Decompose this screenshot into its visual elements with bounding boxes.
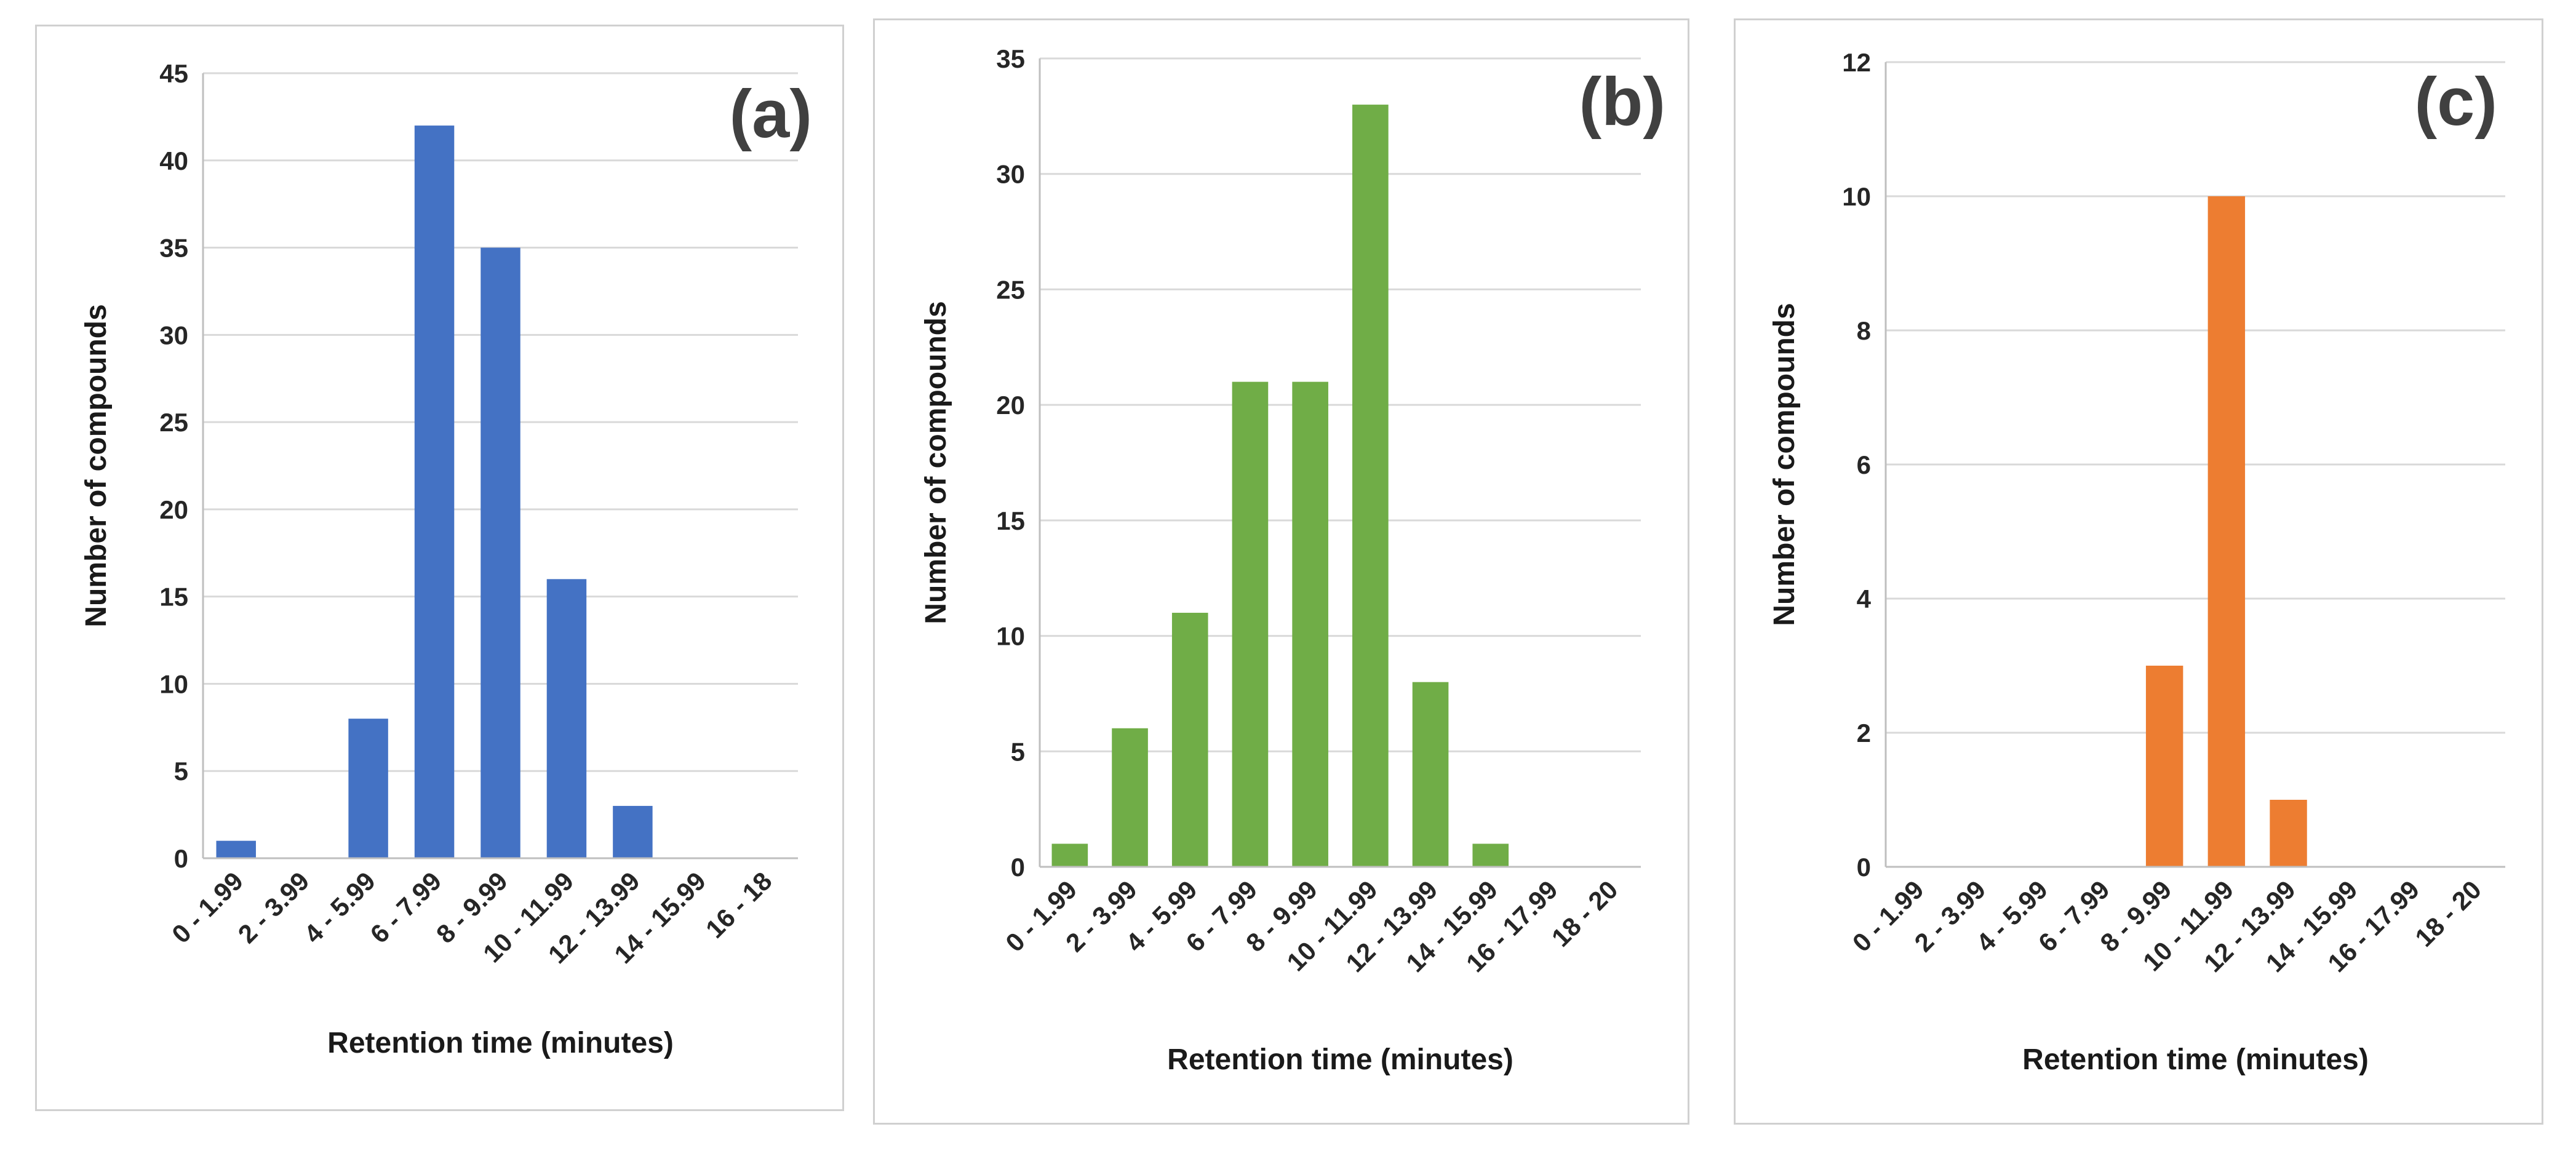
bar-c-4 [2145,666,2183,867]
bar-b-1 [1112,728,1148,867]
panel-label-a: (a) [730,76,812,152]
y-tick-label-c-6: 6 [1857,450,1871,479]
y-tick-label-a-0: 0 [174,844,188,873]
x-axis-title-b: Retention time (minutes) [1167,1043,1513,1076]
bar-b-7 [1472,843,1509,867]
chart-svg-a: 0 5 10 15 20 25 30 35 40 45 0 - 1.992 - 3.994 - 5.… [80,59,812,1059]
y-tick-label-a-5: 5 [174,757,188,786]
y-tick-label-a-20: 20 [159,495,188,524]
bar-c-5 [2207,196,2246,867]
y-tick-label-b-5: 5 [1011,737,1025,766]
y-tick-label-a-10: 10 [159,669,188,698]
bar-b-2 [1171,613,1208,867]
bar-a-6 [613,805,653,858]
y-tick-label-b-30: 30 [996,160,1025,189]
bar-a-3 [414,126,455,859]
y-tick-label-b-20: 20 [996,391,1025,420]
panel-label-c: (c) [2415,64,2497,140]
bar-a-5 [546,579,587,858]
x-tick-label-b-9: 18 - 20 [1546,875,1624,952]
y-tick-label-c-10: 10 [1842,182,1871,211]
chart-panel-c: 0 2 4 6 8 10 12 0 - 1.99 2 - 3.99 4 - 5.99 6 - 7.9… [1734,18,2543,1125]
x-tick-label-a-3: 6 - 7.99 [364,866,447,949]
x-tick-label-a-2: 4 - 5.99 [298,866,381,949]
y-tick-label-c-8: 8 [1857,316,1871,345]
chart-panel-b: 0 5 10 15 20 25 30 35 0 - 1.99 2 - 3.99 4 - 5.99 6 … [873,18,1689,1125]
y-tick-label-c-0: 0 [1857,853,1871,882]
bar-a-4 [481,247,520,858]
y-tick-label-b-15: 15 [996,506,1025,535]
y-tick-label-b-0: 0 [1011,853,1025,882]
y-tick-label-a-45: 45 [159,59,188,88]
y-axis-title-c: Number of compounds [1768,303,1801,626]
y-axis-title-b: Number of compounds [920,301,952,624]
y-tick-label-a-30: 30 [159,321,188,349]
x-tick-label-a-1: 2 - 3.99 [233,866,315,949]
y-tick-label-a-35: 35 [159,234,188,263]
bar-b-5 [1352,105,1389,867]
x-tick-label-a-8: 16 - 18 [700,866,778,944]
x-tick-label-c-9: 18 - 20 [2409,875,2487,952]
x-tick-label-a-0: 0 - 1.99 [166,866,249,949]
bar-c-6 [2270,800,2307,867]
bar-a-2 [348,719,388,858]
y-tick-label-b-35: 35 [996,44,1025,73]
panel-label-b: (b) [1579,64,1665,140]
bar-b-3 [1232,381,1269,867]
y-tick-label-c-12: 12 [1842,48,1871,77]
y-tick-label-b-10: 10 [996,622,1025,651]
bar-b-0 [1051,843,1088,867]
y-tick-label-a-15: 15 [159,583,188,612]
y-tick-label-a-40: 40 [159,146,188,175]
bar-b-6 [1412,682,1449,867]
y-axis-title-a: Number of compounds [80,304,113,627]
x-axis-title-a: Retention time (minutes) [327,1027,674,1059]
chart-panel-a: 0 5 10 15 20 25 30 35 40 45 0 - 1.99 2 - 3.99 4 - 5.… [35,25,844,1111]
y-tick-label-a-25: 25 [159,408,188,437]
y-tick-label-c-4: 4 [1857,584,1872,613]
bar-a-0 [216,840,256,858]
y-tick-label-c-2: 2 [1857,719,1871,747]
x-axis-title-c: Retention time (minutes) [2022,1043,2369,1076]
bar-b-4 [1292,381,1328,867]
y-tick-label-b-25: 25 [996,275,1025,304]
